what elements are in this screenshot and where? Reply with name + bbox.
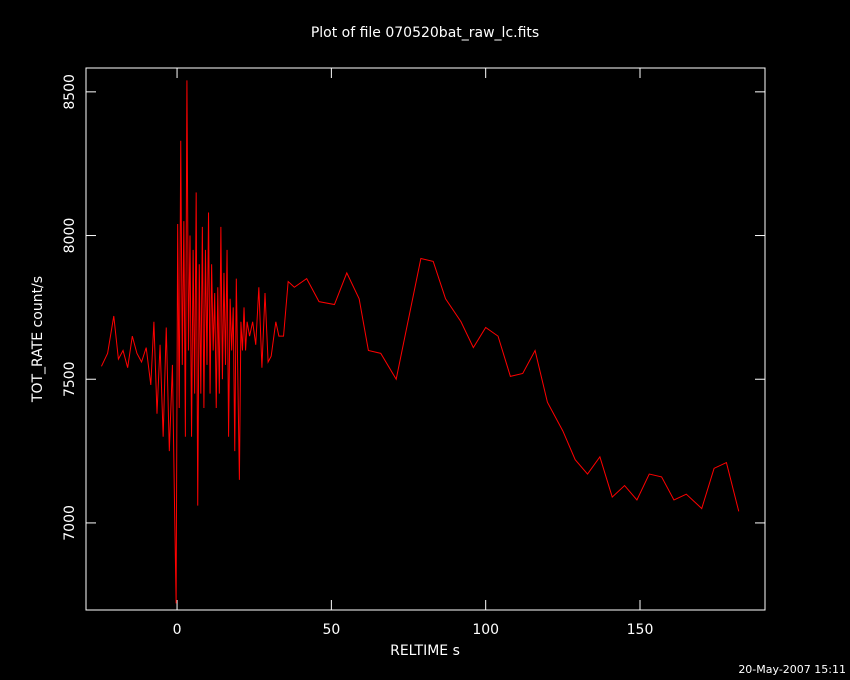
y-tick-label: 7000 <box>62 505 78 541</box>
x-tick-label: 100 <box>472 622 499 638</box>
chart-title: Plot of file 070520bat_raw_lc.fits <box>311 25 539 41</box>
timestamp: 20-May-2007 15:11 <box>738 663 846 676</box>
plot-frame <box>85 67 766 611</box>
y-axis-label: TOT_RATE count/s <box>30 276 46 403</box>
data-line <box>100 80 740 604</box>
x-tick-label: 0 <box>173 622 182 638</box>
y-tick-label: 7500 <box>62 361 78 397</box>
y-tick-label: 8500 <box>62 74 78 110</box>
x-tick-label: 50 <box>322 622 340 638</box>
x-tick-label: 150 <box>627 622 654 638</box>
x-axis-label: RELTIME s <box>390 643 460 659</box>
y-tick-label: 8000 <box>62 218 78 254</box>
